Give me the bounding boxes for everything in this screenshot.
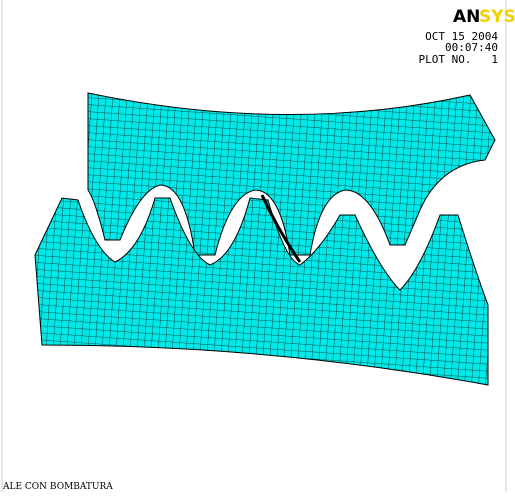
plot-number: PLOT NO. 1 [419,53,498,66]
logo-part: SYS [479,7,515,27]
ansys-plot-window: AN SYS OCT 15 2004 00:07:40 PLOT NO. 1 A… [0,0,515,492]
logo-part: AN [453,7,480,27]
plot-caption: ALE CON BOMBATURA [2,482,113,492]
